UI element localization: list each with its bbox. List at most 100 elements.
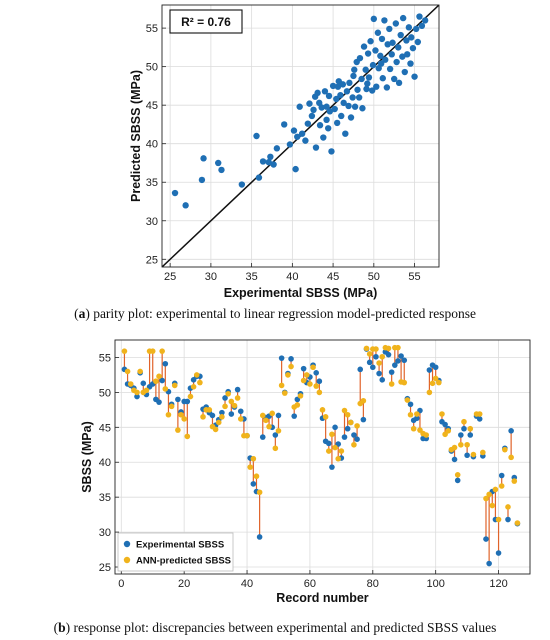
data-point	[386, 25, 393, 33]
data-point	[408, 34, 415, 41]
predicted-point	[272, 445, 279, 452]
x-tick-label: 20	[178, 578, 190, 590]
predicted-point	[461, 418, 467, 425]
data-point	[407, 60, 414, 67]
predicted-point	[470, 451, 477, 458]
experimental-point	[486, 560, 492, 567]
predicted-point	[401, 379, 408, 386]
experimental-point	[291, 413, 298, 419]
data-point	[418, 22, 426, 30]
data-point	[343, 88, 351, 95]
experimental-point	[370, 364, 376, 371]
data-point	[182, 202, 189, 209]
x-tick-label: 60	[304, 578, 316, 590]
data-point	[218, 166, 225, 174]
experimental-point	[357, 366, 364, 373]
predicted-point	[410, 425, 417, 432]
y-tick-label: 50	[146, 62, 158, 74]
predicted-point	[275, 428, 282, 434]
data-point	[339, 81, 347, 88]
y-tick-label: 25	[146, 254, 158, 266]
predicted-point	[354, 423, 360, 429]
experimental-point	[392, 362, 398, 368]
predicted-point	[197, 379, 203, 386]
data-point	[267, 153, 274, 161]
data-point	[386, 65, 394, 73]
data-point	[215, 159, 222, 167]
data-point	[342, 130, 349, 137]
data-point	[384, 41, 391, 48]
experimental-point	[395, 358, 401, 364]
x-axis-label: Record number	[276, 591, 369, 605]
experimental-point	[414, 415, 420, 422]
predicted-point	[385, 345, 392, 352]
experimental-point	[366, 359, 373, 366]
predicted-point	[502, 446, 508, 453]
predicted-point	[281, 390, 288, 396]
predicted-point	[344, 411, 351, 418]
data-point	[421, 17, 429, 24]
predicted-point	[294, 402, 301, 408]
data-point	[308, 112, 316, 120]
experimental-point	[505, 516, 511, 523]
predicted-point	[341, 407, 348, 414]
predicted-point	[153, 378, 159, 385]
predicted-point	[508, 454, 514, 461]
data-point	[347, 114, 355, 121]
data-point	[273, 145, 281, 152]
data-point	[265, 159, 272, 166]
legend-marker	[123, 540, 131, 548]
predicted-point	[492, 486, 499, 493]
data-point	[374, 29, 382, 36]
data-point	[340, 99, 347, 107]
experimental-point	[442, 421, 448, 428]
experimental-point	[278, 355, 285, 361]
predicted-point	[171, 382, 178, 389]
y-tick-label: 50	[99, 387, 111, 399]
experimental-point	[351, 432, 357, 438]
predicted-point	[373, 346, 379, 352]
predicted-point	[278, 382, 285, 389]
predicted-point	[329, 431, 335, 438]
predicted-point	[121, 348, 128, 354]
x-axis-label: Experimental SBSS (MPa)	[224, 286, 378, 300]
data-point	[399, 14, 407, 22]
predicted-point	[495, 516, 502, 523]
data-point	[200, 155, 207, 162]
data-point	[281, 121, 288, 128]
predicted-point	[303, 372, 310, 378]
experimental-point	[237, 408, 244, 415]
experimental-point	[228, 411, 235, 417]
data-point	[362, 66, 369, 73]
data-point	[326, 108, 334, 115]
data-point	[383, 84, 391, 91]
predicted-point	[436, 379, 442, 386]
predicted-point	[347, 419, 354, 426]
data-point	[296, 103, 303, 110]
predicted-point	[187, 393, 194, 400]
legend-marker	[123, 556, 131, 564]
predicted-point	[332, 444, 338, 451]
predicted-point	[234, 395, 241, 401]
x-tick-label: 0	[118, 578, 124, 590]
experimental-point	[234, 386, 241, 393]
data-point	[337, 91, 344, 99]
data-point	[364, 80, 371, 87]
x-tick-label: 50	[368, 271, 380, 283]
predicted-point	[432, 375, 439, 382]
data-point	[351, 103, 359, 110]
data-point	[238, 181, 246, 188]
predicted-point	[149, 348, 156, 354]
data-point	[395, 44, 402, 51]
data-point	[381, 17, 388, 24]
predicted-point	[439, 411, 445, 417]
experimental-point	[316, 378, 323, 385]
predicted-point	[451, 444, 458, 451]
experimental-point	[388, 369, 395, 375]
predicted-point	[190, 384, 197, 390]
predicted-point	[476, 411, 483, 417]
y-tick-label: 55	[146, 23, 158, 35]
experimental-point	[426, 367, 433, 373]
caption-a-text: parity plot: experimental to linear regr…	[89, 306, 476, 321]
predicted-point	[193, 372, 200, 378]
